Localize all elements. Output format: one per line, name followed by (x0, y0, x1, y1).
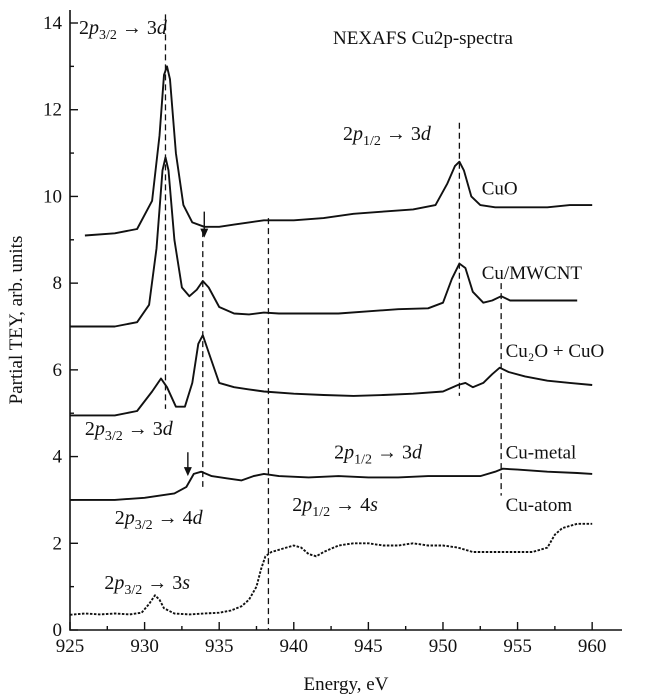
transition-annotation: 2p3/2 → 3d (79, 17, 168, 43)
series-label: Cu-atom (506, 495, 573, 516)
arrows (183, 211, 209, 477)
x-tick-label: 950 (429, 636, 458, 657)
series-label: CuO (482, 178, 518, 199)
x-tick-label: 930 (130, 636, 159, 657)
x-tick-label: 960 (578, 636, 607, 657)
series-line-cu-metal (70, 467, 593, 501)
series-line-cu-o-cuo (70, 334, 593, 417)
chart-title: NEXAFS Cu2p-spectra (333, 28, 514, 49)
y-tick-label: 14 (43, 13, 63, 34)
x-tick-label: 945 (354, 636, 383, 657)
transition-annotation: 2p1/2 → 3d (343, 123, 432, 149)
series-label: Cu/MWCNT (482, 263, 583, 284)
arrow-head (183, 467, 192, 477)
y-axis-label: Partial TEY, arb. units (6, 236, 27, 405)
x-tick-label: 940 (280, 636, 309, 657)
x-tick-label: 925 (56, 636, 85, 657)
spectra-curves (69, 65, 593, 616)
axis-frame (69, 10, 622, 631)
transition-annotation: 2p1/2 → 3d (334, 442, 423, 468)
arrow-head (200, 228, 209, 238)
y-tick-label: 8 (53, 273, 63, 294)
plot-axes: 925 930 935 940 945 950 955 960 0 2 4 6 8 10 12 14 (43, 10, 622, 657)
transition-annotation: 2p3/2 → 4d (115, 507, 204, 533)
y-tick-label: 2 (53, 533, 63, 554)
y-tick-label: 4 (53, 447, 63, 468)
y-tick-label: 0 (53, 620, 63, 641)
series-line-cuo (84, 65, 593, 237)
x-tick-label: 955 (503, 636, 532, 657)
y-tick-label: 6 (53, 360, 63, 381)
y-tick-label: 10 (43, 186, 62, 207)
transition-annotation: 2p3/2 → 3s (104, 572, 190, 598)
series-line-cu-mwcnt (70, 156, 578, 328)
transition-annotation: 2p1/2 → 4s (292, 494, 378, 520)
transition-annotation: 2p3/2 → 3d (85, 418, 174, 444)
series-label: Cu-metal (506, 443, 577, 464)
y-tick-label: 12 (43, 100, 62, 121)
series-label: Cu₂O + CuO (506, 341, 605, 362)
labels: CuO Cu/MWCNT Cu₂O + CuO Cu-metal Cu-atom 2p3/… (79, 17, 604, 598)
vertical-reference-lines (164, 14, 502, 630)
x-tick-label: 935 (205, 636, 234, 657)
series-line-cu-atom (69, 522, 593, 616)
x-axis-label: Energy, eV (304, 674, 389, 695)
